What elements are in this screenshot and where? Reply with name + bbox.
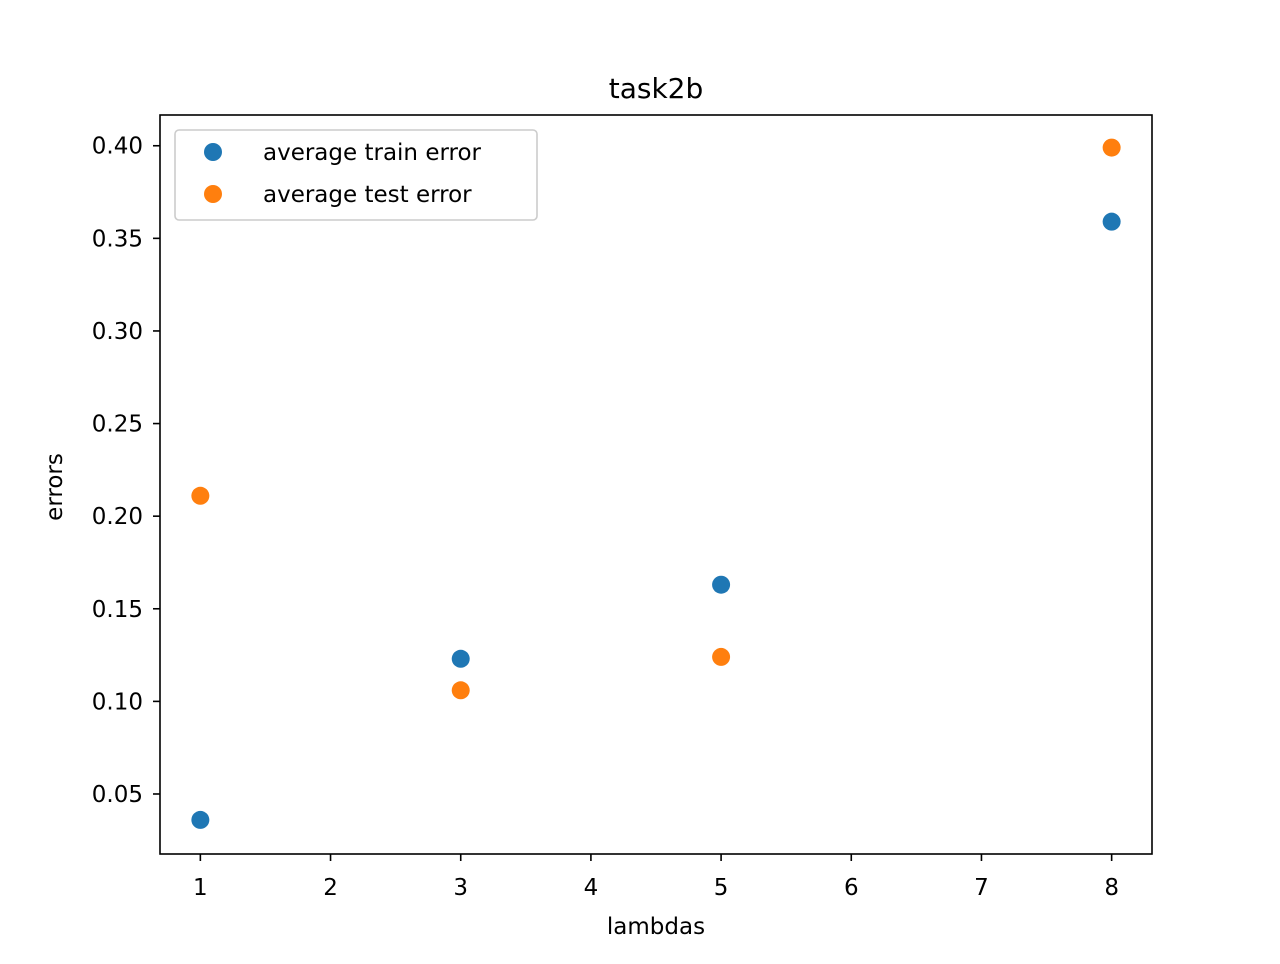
legend-label-train: average train error	[263, 140, 482, 166]
point-train-error	[191, 810, 210, 829]
legend-label-test: average test error	[263, 182, 472, 208]
point-test-error	[712, 647, 731, 666]
y-tick-label: 0.30	[92, 319, 143, 345]
point-train-error	[1102, 212, 1121, 231]
legend-marker-train	[204, 143, 222, 161]
y-tick-label: 0.15	[92, 597, 143, 623]
y-tick-label: 0.35	[92, 226, 143, 252]
y-axis-ticks: 0.05 0.10 0.15 0.20 0.25 0.30 0.35 0.40	[92, 134, 160, 808]
x-axis-ticks: 1 2 3 4 5 6 7 8	[193, 854, 1119, 901]
point-test-error	[191, 486, 210, 505]
legend-box	[174, 129, 538, 221]
x-tick-label: 8	[1104, 875, 1119, 901]
x-tick-label: 6	[844, 875, 859, 901]
y-tick-label: 0.10	[92, 689, 143, 715]
chart-title: task2b	[609, 72, 704, 105]
legend-marker-test	[204, 185, 222, 203]
x-tick-label: 4	[584, 875, 599, 901]
point-train-error	[451, 649, 470, 668]
points-layer	[191, 138, 1121, 829]
x-axis-label: lambdas	[607, 914, 705, 940]
point-test-error	[1102, 138, 1121, 157]
y-tick-label: 0.25	[92, 412, 143, 438]
x-tick-label: 1	[193, 875, 208, 901]
y-tick-label: 0.40	[92, 134, 143, 160]
plot-frame	[159, 114, 1153, 855]
point-test-error	[451, 681, 470, 700]
y-tick-label: 0.05	[92, 782, 143, 808]
legend: average train error average test error	[174, 129, 538, 221]
point-train-error	[712, 575, 731, 594]
x-tick-label: 7	[974, 875, 989, 901]
x-tick-label: 2	[323, 875, 338, 901]
y-axis-label: errors	[42, 453, 68, 521]
y-tick-label: 0.20	[92, 504, 143, 530]
x-tick-label: 3	[453, 875, 468, 901]
x-tick-label: 5	[714, 875, 729, 901]
